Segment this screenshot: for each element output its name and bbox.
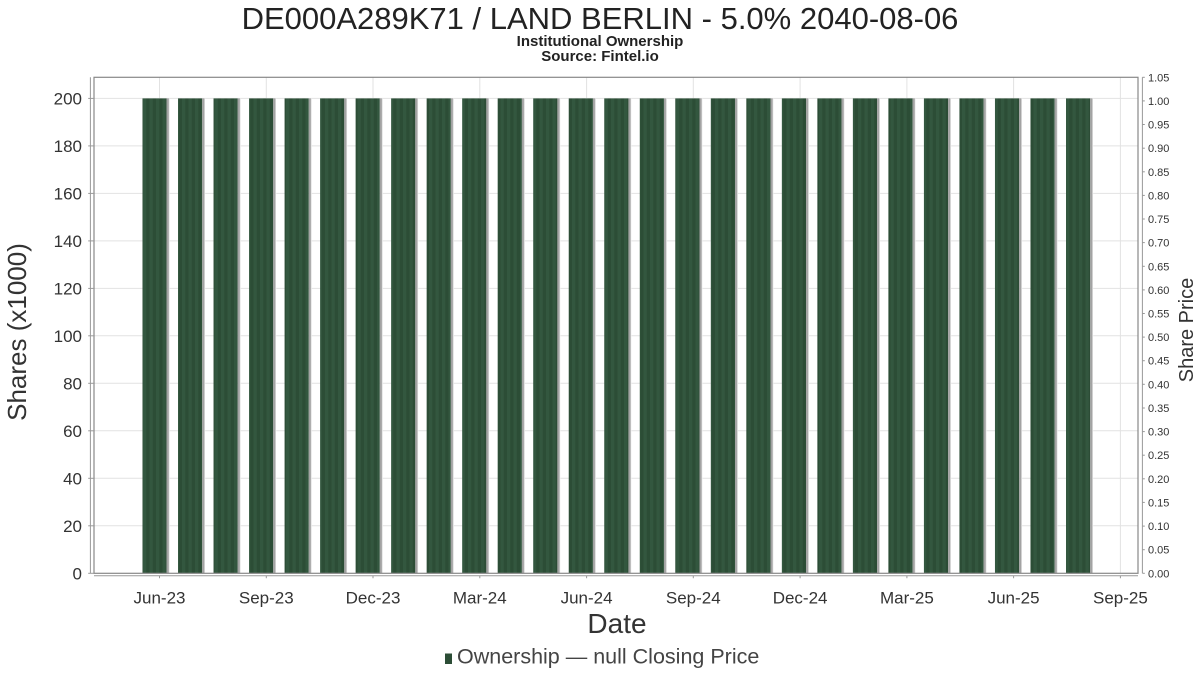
svg-text:0.10: 0.10 <box>1148 521 1169 533</box>
svg-text:Date: Date <box>587 608 646 639</box>
svg-text:200: 200 <box>54 89 82 108</box>
svg-text:Sep-24: Sep-24 <box>666 588 721 607</box>
svg-text:100: 100 <box>54 327 82 346</box>
svg-text:40: 40 <box>63 469 82 488</box>
svg-text:Source: Fintel.io: Source: Fintel.io <box>541 48 659 65</box>
svg-text:Jun-23: Jun-23 <box>134 588 186 607</box>
svg-text:Jun-24: Jun-24 <box>561 588 613 607</box>
svg-text:Mar-24: Mar-24 <box>453 588 507 607</box>
svg-text:Mar-25: Mar-25 <box>880 588 934 607</box>
svg-text:120: 120 <box>54 279 82 298</box>
svg-text:0.35: 0.35 <box>1148 403 1169 415</box>
svg-text:0.20: 0.20 <box>1148 474 1169 486</box>
svg-text:1.05: 1.05 <box>1148 72 1169 84</box>
svg-text:Shares (x1000): Shares (x1000) <box>2 243 32 421</box>
svg-text:0.55: 0.55 <box>1148 309 1169 321</box>
svg-text:DE000A289K71 / LAND BERLIN - 5: DE000A289K71 / LAND BERLIN - 5.0% 2040-0… <box>242 1 959 36</box>
svg-text:Dec-23: Dec-23 <box>346 588 401 607</box>
svg-text:80: 80 <box>63 374 82 393</box>
svg-text:20: 20 <box>63 517 82 536</box>
svg-text:0.90: 0.90 <box>1148 143 1169 155</box>
svg-text:0.95: 0.95 <box>1148 120 1169 132</box>
svg-text:Sep-23: Sep-23 <box>239 588 294 607</box>
svg-text:0.15: 0.15 <box>1148 497 1169 509</box>
svg-text:0.25: 0.25 <box>1148 450 1169 462</box>
svg-text:0.00: 0.00 <box>1148 568 1169 580</box>
svg-text:Sep-25: Sep-25 <box>1093 588 1148 607</box>
svg-text:60: 60 <box>63 422 82 441</box>
svg-text:0.65: 0.65 <box>1148 261 1169 273</box>
svg-text:1.00: 1.00 <box>1148 96 1169 108</box>
svg-text:160: 160 <box>54 184 82 203</box>
svg-text:Ownership — null Closing Price: Ownership — null Closing Price <box>457 645 759 669</box>
svg-text:0.45: 0.45 <box>1148 356 1169 368</box>
svg-text:Share Price: Share Price <box>1176 278 1198 383</box>
svg-text:0.05: 0.05 <box>1148 545 1169 557</box>
svg-text:0.50: 0.50 <box>1148 332 1169 344</box>
svg-text:180: 180 <box>54 137 82 156</box>
svg-text:0.75: 0.75 <box>1148 214 1169 226</box>
svg-text:0: 0 <box>73 564 82 583</box>
svg-text:140: 140 <box>54 232 82 251</box>
svg-text:Dec-24: Dec-24 <box>773 588 828 607</box>
svg-text:0.30: 0.30 <box>1148 427 1169 439</box>
svg-text:Jun-25: Jun-25 <box>988 588 1040 607</box>
svg-text:0.80: 0.80 <box>1148 190 1169 202</box>
svg-text:0.70: 0.70 <box>1148 238 1169 250</box>
svg-text:0.60: 0.60 <box>1148 285 1169 297</box>
svg-text:0.40: 0.40 <box>1148 379 1169 391</box>
svg-text:0.85: 0.85 <box>1148 167 1169 179</box>
